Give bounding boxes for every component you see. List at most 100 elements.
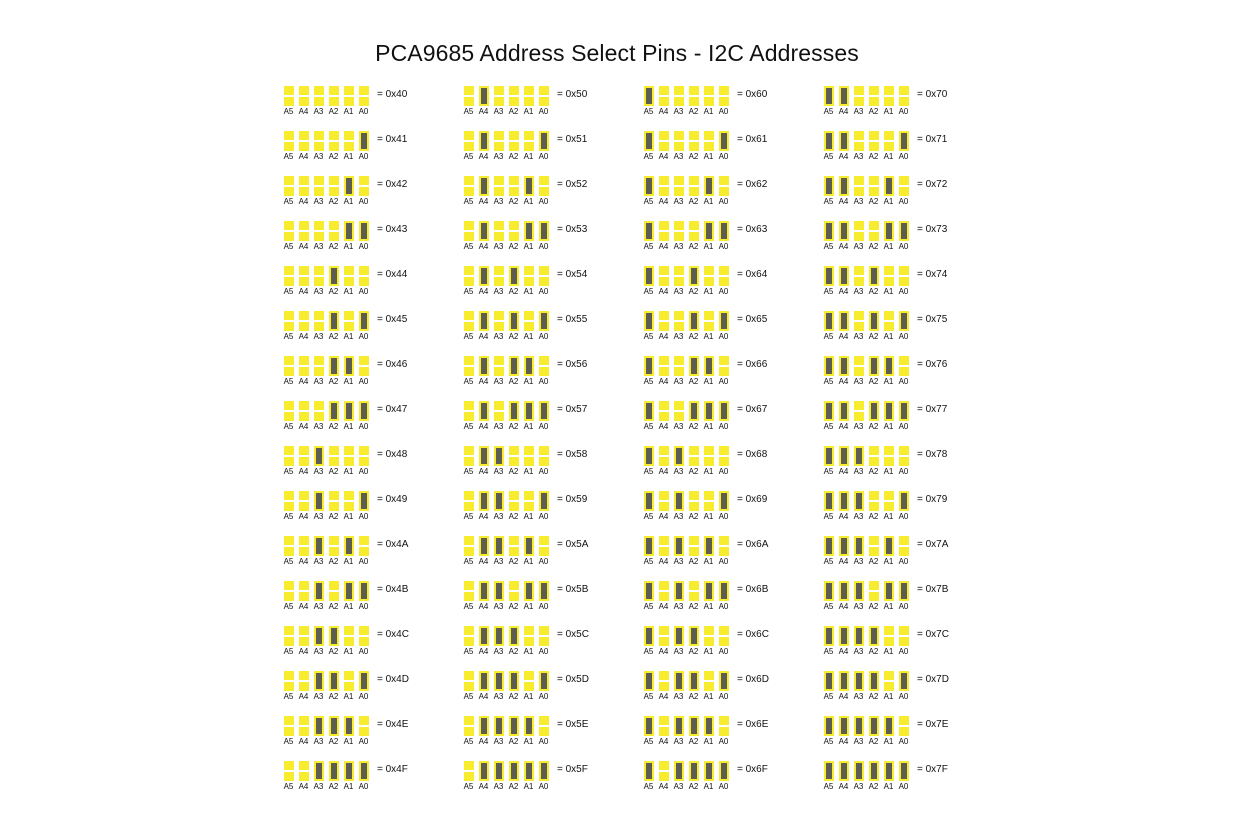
jumper-pad-a2-bridged (509, 356, 519, 376)
jumper-pad-a3-open (674, 401, 684, 421)
jumper-pad-a1-open (884, 671, 894, 691)
jumper-pad-a0-open (899, 536, 909, 556)
jumper-pad-a0-bridged (359, 671, 369, 691)
jumper-pad-a2-bridged (509, 626, 519, 646)
pin-label-a2: A2 (328, 242, 339, 251)
address-label: = 0x71 (917, 134, 948, 145)
pin-label-a4: A4 (478, 692, 489, 701)
pin-label-a5: A5 (823, 557, 834, 566)
pin-label-a4: A4 (838, 647, 849, 656)
pin-label-a2: A2 (688, 557, 699, 566)
jumper-pad-a5-bridged (644, 266, 654, 286)
address-entry: A5 A4 A3 A2 A1 A0 = 0x65 (642, 311, 822, 345)
jumper-pad-a3-bridged (494, 581, 504, 601)
jumper-pad-a4-open (659, 761, 669, 781)
pin-label-a3: A3 (493, 512, 504, 521)
jumper-pad-a2-open (869, 131, 879, 151)
pin-label-a0: A0 (538, 557, 549, 566)
pin-label-a0: A0 (718, 782, 729, 791)
pin-label-a5: A5 (283, 467, 294, 476)
jumper-pad-a1-open (704, 671, 714, 691)
pin-label-a2: A2 (868, 152, 879, 161)
address-entry: A5 A4 A3 A2 A1 A0 = 0x41 (282, 131, 462, 165)
pin-label-a3: A3 (313, 197, 324, 206)
pin-label-a5: A5 (463, 422, 474, 431)
pin-label-a5: A5 (283, 422, 294, 431)
address-label: = 0x7B (917, 584, 949, 595)
jumper-pad-a1-bridged (884, 401, 894, 421)
jumper-pad-a1-open (524, 86, 534, 106)
pin-label-a4: A4 (658, 152, 669, 161)
pin-label-a4: A4 (298, 332, 309, 341)
jumper-pad-a2-open (509, 86, 519, 106)
pin-label-a4: A4 (478, 197, 489, 206)
jumper-pad-a2-open (869, 491, 879, 511)
jumper-pad-a5-open (464, 581, 474, 601)
address-label: = 0x5C (557, 629, 589, 640)
jumper-pad-a1-open (344, 671, 354, 691)
pin-label-a1: A1 (883, 467, 894, 476)
jumper-pad-a3-open (314, 131, 324, 151)
pin-label-a2: A2 (688, 377, 699, 386)
pin-label-a5: A5 (283, 782, 294, 791)
jumper-pad-a0-bridged (719, 491, 729, 511)
pin-label-a2: A2 (688, 737, 699, 746)
jumper-pad-a5-open (284, 761, 294, 781)
jumper-pad-a3-bridged (854, 761, 864, 781)
pin-label-a5: A5 (643, 512, 654, 521)
address-label: = 0x67 (737, 404, 768, 415)
jumper-pad-a3-open (494, 221, 504, 241)
pin-label-a1: A1 (703, 332, 714, 341)
pin-label-a4: A4 (298, 242, 309, 251)
pin-label-a1: A1 (343, 197, 354, 206)
pin-label-a3: A3 (673, 107, 684, 116)
jumper-pad-a3-bridged (494, 761, 504, 781)
pin-label-a5: A5 (463, 377, 474, 386)
jumper-pad-a4-open (659, 266, 669, 286)
jumper-pad-a2-open (509, 446, 519, 466)
jumper-pad-a5-bridged (644, 491, 654, 511)
jumper-pad-a5-bridged (824, 491, 834, 511)
pin-label-a5: A5 (463, 287, 474, 296)
pin-label-a3: A3 (853, 242, 864, 251)
jumper-pad-a0-open (539, 626, 549, 646)
jumper-pad-a5-open (464, 716, 474, 736)
jumper-pad-a1-bridged (524, 761, 534, 781)
jumper-pad-a5-bridged (824, 311, 834, 331)
pin-label-a1: A1 (343, 692, 354, 701)
jumper-pad-a1-open (344, 131, 354, 151)
address-entry: A5 A4 A3 A2 A1 A0 = 0x50 (462, 86, 642, 120)
jumper-pad-a4-bridged (839, 626, 849, 646)
address-label: = 0x57 (557, 404, 588, 415)
pin-label-a4: A4 (298, 467, 309, 476)
pin-label-a4: A4 (658, 197, 669, 206)
jumper-pad-a5-bridged (824, 356, 834, 376)
jumper-pad-a5-bridged (644, 671, 654, 691)
jumper-pad-a1-open (884, 446, 894, 466)
pin-label-a2: A2 (508, 602, 519, 611)
pin-label-a3: A3 (493, 152, 504, 161)
pin-label-a1: A1 (703, 242, 714, 251)
jumper-pad-a2-bridged (689, 761, 699, 781)
pin-label-a5: A5 (643, 287, 654, 296)
pin-label-a0: A0 (898, 467, 909, 476)
jumper-pad-a1-bridged (344, 401, 354, 421)
jumper-pad-a0-open (539, 86, 549, 106)
jumper-pad-a4-open (299, 86, 309, 106)
jumper-pad-a1-open (704, 131, 714, 151)
address-label: = 0x43 (377, 224, 408, 235)
pin-label-a2: A2 (868, 647, 879, 656)
address-entry: A5 A4 A3 A2 A1 A0 = 0x7F (822, 761, 1002, 795)
jumper-pad-a4-bridged (839, 761, 849, 781)
address-label: = 0x47 (377, 404, 408, 415)
pin-label-a4: A4 (298, 377, 309, 386)
jumper-pad-a1-bridged (884, 536, 894, 556)
address-label: = 0x69 (737, 494, 768, 505)
jumper-pad-a5-open (284, 401, 294, 421)
pin-label-a4: A4 (298, 557, 309, 566)
pin-label-a4: A4 (478, 377, 489, 386)
address-entry: A5 A4 A3 A2 A1 A0 = 0x54 (462, 266, 642, 300)
jumper-pad-a4-bridged (839, 131, 849, 151)
jumper-pad-a3-bridged (674, 581, 684, 601)
pin-label-a3: A3 (493, 737, 504, 746)
